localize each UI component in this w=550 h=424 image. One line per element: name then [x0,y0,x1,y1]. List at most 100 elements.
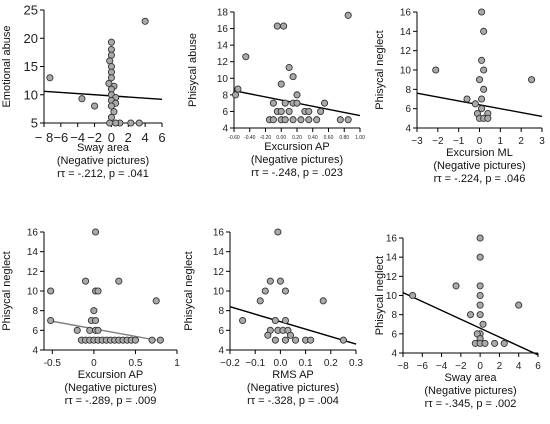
y-tick-label: 16 [217,24,229,35]
data-point [476,311,484,319]
y-tick-label: 12 [213,267,225,278]
data-point [152,297,160,305]
data-point [232,91,240,99]
data-point [339,336,347,344]
x-axis-title: Excursion ML [446,147,513,159]
y-axis-title: Phisycal abuse [187,33,199,107]
y-tick-label: 16 [386,234,398,245]
correlation-stat: rτ = -.289, p = .009 [65,395,157,407]
data-point [280,22,288,30]
data-point [515,301,523,309]
regression-line [43,90,163,100]
x-tick-label: 0.20 [292,135,302,141]
data-point [115,277,123,285]
y-tick-label: 10 [400,66,412,77]
x-tick-label: −4 [70,130,85,145]
y-tick-label: 16 [27,228,39,239]
y-tick-label: 6 [222,107,228,118]
y-tick-label: 6 [391,329,397,340]
y-tick-label: 12 [27,267,39,278]
x-tick-label: -0.40 [244,135,256,141]
correlation-stat: rτ = -.248, p = .023 [251,167,343,179]
x-tick-label: 2 [518,136,524,147]
correlation-stat: rτ = -.345, p = .002 [425,398,517,410]
data-point [256,297,264,305]
data-point [110,108,118,116]
data-point [305,107,313,115]
data-point [242,53,250,61]
x-tick-label: 0.2 [324,358,338,369]
y-tick-label: 6 [405,104,411,115]
y-axis-title: Phisycal neglect [183,251,195,331]
x-axis-subtitle: (Negative pictures) [424,385,516,397]
data-point [127,119,135,127]
regression-line [416,92,543,118]
data-point [73,326,81,334]
data-point [307,336,315,344]
x-tick-label: 1 [174,358,180,369]
data-point [289,73,297,81]
x-tick-label: 0.0 [273,358,287,369]
y-tick-label: 12 [400,46,412,57]
data-point [273,22,281,30]
data-point [291,336,300,344]
y-tick-label: 8 [218,306,224,317]
data-point [112,119,120,127]
y-axis-title: Emotional abuse [1,26,13,108]
y-tick-label: 8 [32,306,38,317]
data-point [297,116,305,124]
correlation-stat: rτ = -.328, p = .004 [247,395,339,407]
y-axis-title: Phisycal neglect [374,30,386,110]
data-point [476,282,484,290]
data-point [476,234,484,242]
data-point [313,116,321,124]
x-tick-label: 3 [539,136,545,147]
x-axis-title: Sway area [445,372,498,384]
x-axis-title: Sway area [77,142,130,154]
data-point [476,253,484,261]
data-point [471,100,479,108]
y-tick-label: 25 [24,3,38,18]
x-tick-label: 2 [497,361,503,372]
data-point [281,316,289,325]
data-point [131,336,139,344]
x-tick-label: 0.3 [349,358,363,369]
y-tick-label: 14 [400,27,412,38]
y-tick-label: 4 [405,124,411,135]
x-tick-label: 0 [477,361,483,372]
x-tick-label: 0 [477,136,483,147]
x-axis-subtitle: (Negative pictures) [251,154,343,166]
x-tick-label: 0.40 [308,135,318,141]
data-point [78,95,86,103]
data-point [107,38,115,46]
regression-line [48,319,157,341]
y-tick-label: 12 [386,272,398,283]
data-point [281,336,289,344]
x-tick-label: −0.2 [220,358,240,369]
data-point [466,311,475,319]
y-tick-label: 6 [218,326,224,337]
data-point [476,291,484,300]
x-tick-label: 0.5 [128,358,142,369]
data-point [281,99,289,107]
data-point [107,74,115,82]
data-point [289,116,297,124]
data-point [478,56,486,64]
y-tick-label: 5 [31,116,38,131]
x-tick-label: -0.20 [260,135,272,141]
data-point [484,114,492,122]
data-point [135,119,143,127]
y-tick-label: 4 [222,124,228,135]
x-tick-label: 1.00 [355,135,365,141]
y-tick-label: 6 [32,326,38,337]
data-point [261,287,269,295]
y-tick-label: 8 [405,85,411,96]
data-point [94,287,102,295]
x-tick-label: −3 [411,136,423,147]
y-tick-label: 4 [32,346,38,357]
data-point [500,339,508,347]
data-point [239,316,247,325]
x-axis-subtitle: (Negative pictures) [64,382,156,394]
x-tick-label: −4 [436,361,448,372]
data-point [491,339,499,347]
